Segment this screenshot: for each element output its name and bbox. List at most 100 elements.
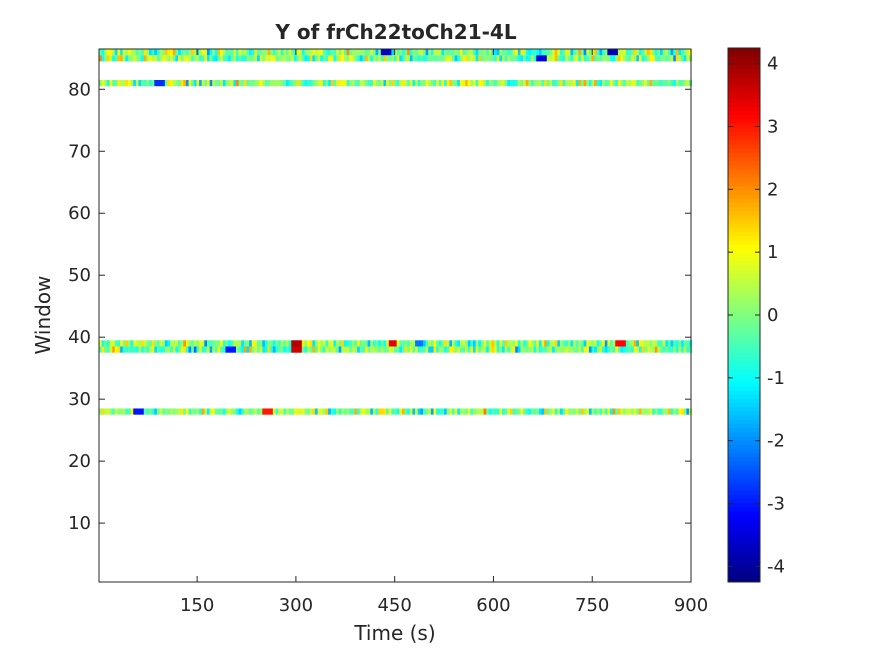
heatmap-cell (620, 340, 624, 347)
heatmap-cell (467, 346, 471, 353)
heatmap-cell (307, 55, 311, 62)
heatmap-cell (386, 49, 390, 56)
colorbar-segment (728, 431, 760, 437)
heatmap-cell (336, 408, 340, 415)
heatmap-cell (230, 79, 234, 87)
heatmap-cell (367, 55, 371, 62)
heatmap-cell (162, 346, 166, 353)
heatmap-cell (623, 79, 627, 87)
colorbar-segment (728, 206, 760, 212)
heatmap-cell (515, 49, 519, 56)
heatmap-cell (286, 340, 290, 347)
heatmap-cell (673, 408, 677, 415)
heatmap-cell (312, 49, 316, 56)
heatmap-cell (517, 346, 521, 353)
heatmap-cell (559, 340, 563, 347)
colorbar-segment (728, 256, 760, 262)
heatmap-cell (246, 55, 250, 62)
heatmap-cell (681, 79, 685, 87)
heatmap-cell (270, 346, 274, 353)
colorbar-segment (728, 102, 760, 107)
heatmap-cell (341, 346, 345, 353)
heatmap-cell (207, 79, 211, 87)
heatmap-cell (117, 79, 121, 87)
heatmap-cell (267, 79, 271, 87)
heatmap-cell (149, 408, 153, 415)
heatmap-cell (301, 408, 305, 415)
heatmap-cell (615, 340, 619, 347)
heatmap-cell (135, 408, 139, 415)
heatmap-cell (586, 49, 590, 56)
heatmap-cell (660, 55, 664, 62)
heatmap-cell (599, 49, 603, 56)
heatmap-cell (625, 408, 629, 415)
heatmap-cell (106, 79, 110, 87)
colorbar-segment (728, 394, 760, 399)
colorbar-segment (728, 98, 760, 103)
heatmap-cell (130, 408, 134, 415)
heatmap-cell (238, 340, 242, 347)
heatmap-cell (457, 49, 461, 56)
heatmap-cell (599, 79, 603, 87)
heatmap-cell (401, 79, 405, 87)
heatmap-cell (185, 408, 189, 415)
heatmap-cell (207, 346, 211, 353)
heatmap-cell (660, 49, 664, 56)
colorbar-segment (728, 235, 760, 241)
heatmap-cell (254, 408, 258, 415)
heatmap-cell (641, 340, 645, 347)
heatmap-cell (536, 49, 540, 56)
heatmap-cell (99, 346, 103, 353)
heatmap-cell (502, 346, 506, 353)
colorbar-segment (728, 223, 760, 228)
heatmap-cell (225, 79, 229, 87)
heatmap-cell (156, 55, 160, 62)
colorbar-segment (728, 519, 760, 525)
heatmap-cell (654, 49, 658, 56)
heatmap-cell (217, 49, 221, 56)
heatmap-cell (446, 346, 450, 353)
heatmap-cell (430, 346, 434, 353)
y-tick-label: 40 (68, 327, 91, 348)
heatmap-cell (428, 79, 432, 87)
colorbar-segment (728, 64, 760, 70)
heatmap-cell (494, 79, 498, 87)
heatmap-cell (528, 346, 532, 353)
heatmap-cell (312, 340, 316, 347)
heatmap-cell (154, 340, 158, 347)
heatmap-cell (122, 346, 126, 353)
heatmap-cell (175, 340, 179, 347)
heatmap-cell (372, 346, 376, 353)
heatmap-cell (264, 49, 268, 56)
heatmap-cell (191, 408, 195, 415)
heatmap-cell (275, 49, 279, 56)
heatmap-cell (146, 49, 150, 56)
colorbar-segment (728, 289, 760, 295)
heatmap-cell (407, 346, 411, 353)
heatmap-cell (264, 346, 268, 353)
heatmap-cell (365, 49, 369, 56)
heatmap-cell (251, 408, 255, 415)
heatmap-cell (222, 49, 226, 56)
heatmap-cell (620, 79, 624, 87)
heatmap-cell (296, 340, 300, 347)
heatmap-cell (178, 408, 182, 415)
heatmap-cell (567, 340, 571, 347)
heatmap-cell (436, 340, 440, 347)
heatmap-cell (317, 408, 321, 415)
heatmap-cell (512, 55, 516, 62)
heatmap-cell (138, 79, 142, 87)
heatmap-cell (594, 346, 598, 353)
heatmap-cell (638, 55, 643, 62)
heatmap-cell (681, 408, 685, 415)
heatmap-cell (544, 79, 548, 87)
heatmap-cell (346, 79, 350, 87)
heatmap-cell (559, 49, 563, 56)
heatmap-cell (478, 408, 482, 415)
heatmap-cell (544, 408, 548, 415)
heatmap-cell (272, 346, 276, 353)
heatmap-cell (660, 408, 664, 415)
heatmap-cell (167, 346, 171, 353)
heatmap-cell (483, 49, 487, 56)
heatmap-cell (430, 408, 434, 415)
